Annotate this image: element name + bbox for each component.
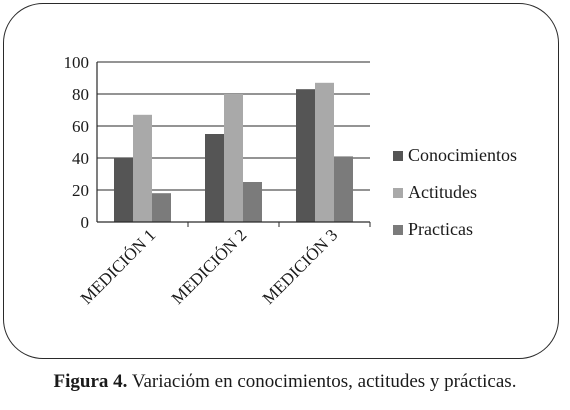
y-tick-label: 40	[72, 149, 89, 168]
y-axis: 0 20 40 60 80 100	[64, 53, 98, 232]
bar	[243, 182, 262, 222]
bar	[296, 89, 315, 222]
legend-label: Conocimientos	[408, 145, 517, 165]
y-tick-label: 0	[81, 213, 90, 232]
y-tick-label: 80	[72, 85, 89, 104]
bar	[315, 82, 334, 222]
chart-frame	[3, 3, 559, 359]
bar	[224, 94, 243, 222]
y-tick-label: 20	[72, 181, 89, 200]
caption-text: Variaciόm en conocimientos, actitudes y …	[127, 371, 517, 392]
bar	[334, 156, 353, 222]
x-tick-label: MEDICIÓN 3	[259, 225, 342, 308]
caption-label: Figura 4.	[53, 371, 128, 392]
figure-caption: Figura 4. Variaciόm en conocimientos, ac…	[0, 371, 570, 393]
bar	[205, 134, 224, 222]
legend-swatch	[393, 225, 403, 235]
x-axis: MEDICIÓN 1 MEDICIÓN 2 MEDICIÓN 3	[77, 221, 371, 308]
y-tick-label: 60	[72, 117, 89, 136]
y-tick-label: 100	[64, 53, 90, 72]
legend-label: Practicas	[408, 219, 473, 239]
legend-swatch	[393, 188, 403, 198]
bar	[152, 193, 171, 222]
bars	[114, 82, 353, 222]
legend-swatch	[393, 151, 403, 161]
legend-label: Actitudes	[408, 182, 477, 202]
legend: Conocimientos Actitudes Practicas	[393, 145, 517, 239]
bar-chart: 0 20 40 60 80 100 MEDICIÓN 1 MEDICIÓN 2 MEDICIÓ…	[64, 53, 518, 308]
bar	[114, 158, 133, 222]
x-tick-label: MEDICIÓN 1	[77, 225, 160, 308]
bar	[133, 114, 152, 222]
x-tick-label: MEDICIÓN 2	[168, 225, 251, 308]
